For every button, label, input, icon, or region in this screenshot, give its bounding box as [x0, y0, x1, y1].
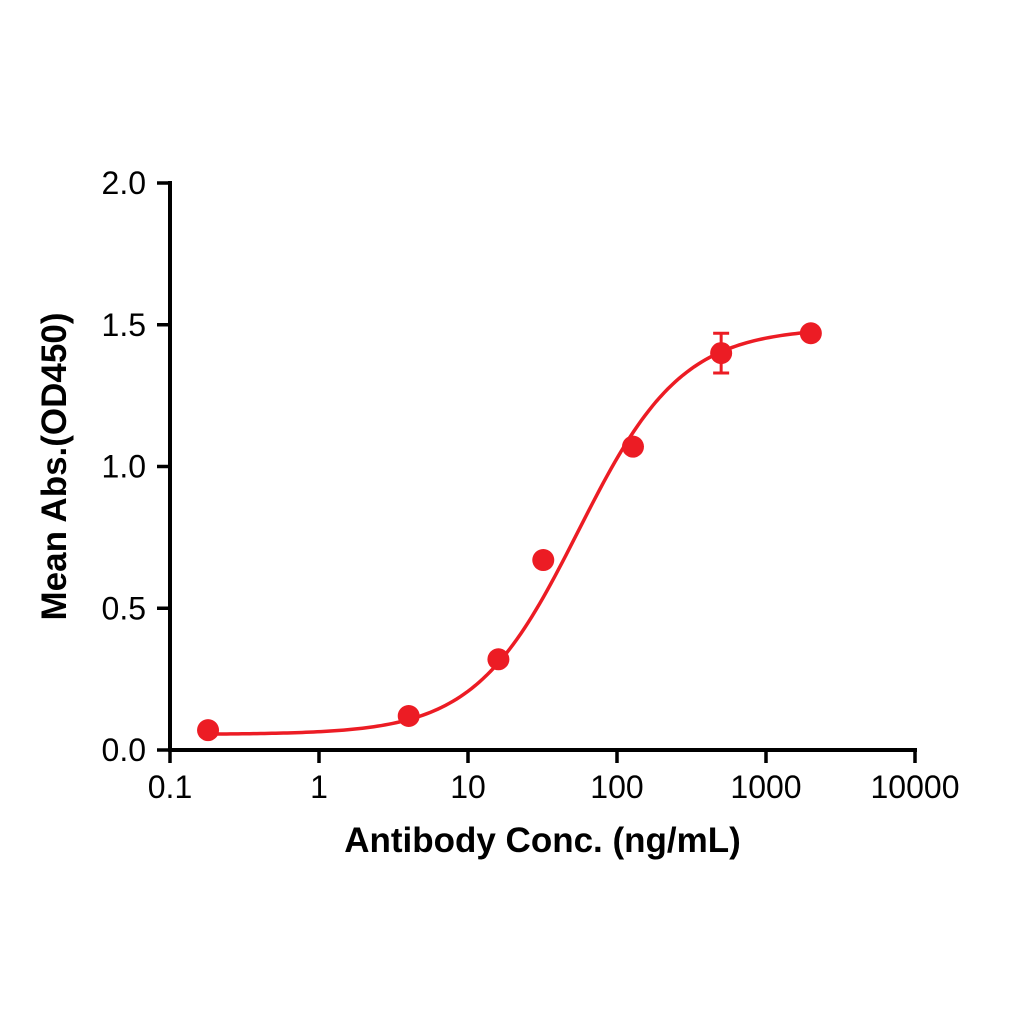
- y-tick-label: 0.0: [102, 732, 146, 768]
- data-point: [621, 435, 644, 458]
- data-point: [532, 549, 555, 572]
- x-tick-label: 10: [450, 769, 486, 805]
- x-axis-title: Antibody Conc. (ng/mL): [344, 821, 741, 860]
- y-tick-label: 0.5: [102, 590, 146, 626]
- axes-layer: [168, 181, 917, 752]
- data-point: [397, 704, 420, 727]
- y-tick-label: 1.5: [102, 307, 146, 343]
- fit-curve: [206, 330, 813, 736]
- x-tick-label: 0.1: [148, 769, 192, 805]
- data-point: [197, 719, 220, 742]
- y-tick-label: 2.0: [102, 165, 146, 201]
- x-tick-label: 1000: [730, 769, 801, 805]
- y-axis-title: Mean Abs.(OD450): [35, 313, 74, 621]
- ticks-layer: 0.1 1 10 100 1000 10000 0.0 0.5 1.0 1.5 2.0: [102, 165, 960, 805]
- x-tick-label: 1: [310, 769, 328, 805]
- data-point: [799, 322, 822, 345]
- data-point: [710, 342, 733, 365]
- x-tick-label: 100: [590, 769, 643, 805]
- y-tick-label: 1.0: [102, 449, 146, 485]
- series-layer: [197, 322, 822, 742]
- x-tick-label: 10000: [871, 769, 960, 805]
- data-point: [487, 648, 510, 671]
